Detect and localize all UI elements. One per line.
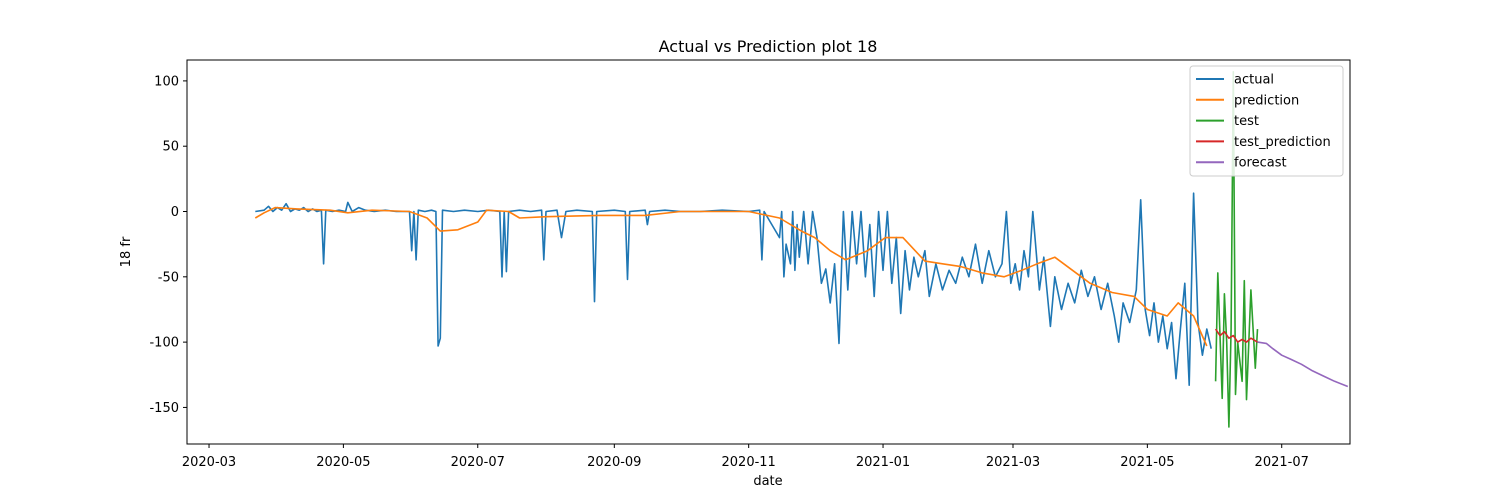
y-tick-label: -150 [149, 401, 179, 416]
x-tick-label: 2021-05 [1120, 455, 1174, 470]
legend-box [1189, 65, 1344, 177]
legend-label-test-prediction: test_prediction [1234, 135, 1331, 150]
y-tick-label: -50 [158, 270, 179, 285]
y-tick-label: 50 [162, 140, 179, 155]
legend: actual prediction test test_predictionforec… [1189, 65, 1344, 177]
y-tick-label: 0 [171, 205, 179, 220]
series-line-forecast [1257, 341, 1349, 388]
legend-label-forecast: forecast [1234, 156, 1287, 171]
y-axis-label: 18 fr [119, 236, 134, 267]
plot-area [254, 71, 1349, 428]
x-tick-label: 2020-07 [451, 455, 505, 470]
axes-frame [186, 59, 1351, 445]
x-tick-label: 2021-03 [986, 455, 1040, 470]
x-tick-label: 2020-09 [587, 455, 641, 470]
legend-label-actual: actual [1234, 73, 1274, 88]
x-tick-label: 2020-03 [182, 455, 236, 470]
legend-label-prediction: prediction [1234, 93, 1299, 108]
y-axis-ticks: 100 50 0 -50 -100 -150 [149, 74, 187, 416]
y-tick-label: 100 [154, 74, 179, 89]
x-tick-label: 2021-07 [1255, 455, 1309, 470]
x-tick-label: 2020-05 [316, 455, 370, 470]
y-tick-label: -100 [149, 336, 179, 351]
series-line-test [1214, 71, 1259, 428]
x-axis-label: date [753, 474, 782, 489]
series-line-prediction [254, 206, 1208, 347]
legend-label-test: test [1234, 114, 1259, 129]
series-line-test-prediction [1214, 328, 1258, 343]
chart-title: Actual vs Prediction plot 18 [659, 37, 878, 56]
x-tick-label: 2020-11 [722, 455, 776, 470]
series-line-actual [255, 192, 1212, 387]
x-tick-label: 2021-01 [856, 455, 910, 470]
x-axis-ticks: 2020-03 2020-05 2020-07 2020-09 2020-11 2021-… [182, 444, 1309, 470]
